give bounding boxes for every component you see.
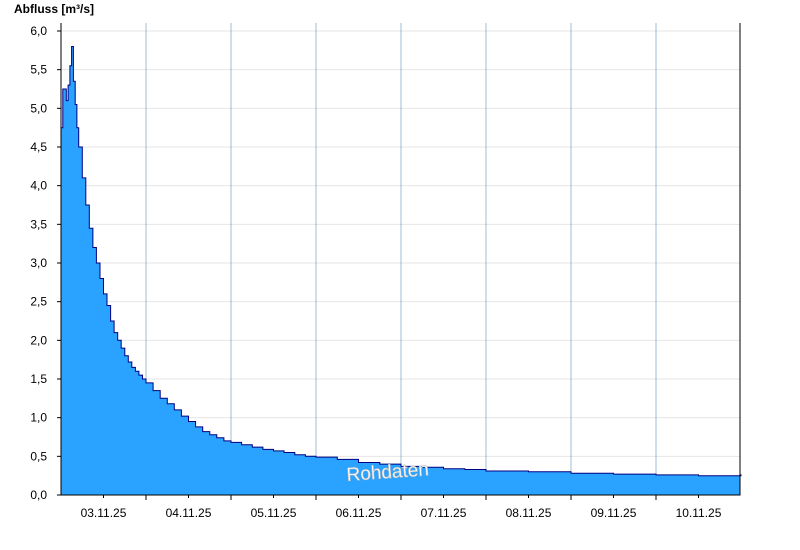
x-tick-label: 06.11.25 — [336, 506, 382, 520]
y-tick-label: 5,0 — [30, 101, 47, 115]
grid-lines — [61, 23, 740, 495]
y-tick-label: 4,5 — [30, 140, 47, 154]
axes — [57, 23, 741, 500]
x-tick-label: 08.11.25 — [506, 506, 552, 520]
y-tick-label: 6,0 — [30, 24, 47, 38]
y-tick-label: 5,5 — [30, 63, 47, 77]
discharge-series-area — [60, 46, 742, 496]
y-tick-label: 2,0 — [30, 333, 47, 347]
discharge-area — [60, 46, 742, 496]
x-tick-label: 10.11.25 — [676, 506, 722, 520]
x-tick-label: 07.11.25 — [421, 506, 467, 520]
y-tick-label: 4,0 — [30, 179, 47, 193]
y-axis-label: Abfluss [m³/s] — [14, 2, 94, 16]
x-tick-label: 03.11.25 — [81, 506, 127, 520]
y-tick-label: 1,0 — [30, 411, 47, 425]
tick-labels: 0,0 0,5 1,0 1,5 2,0 2,5 3,0 3,5 4,0 4,5 5,0 5,5 6,0 0… — [30, 24, 721, 520]
x-tick-label: 05.11.25 — [251, 506, 297, 520]
y-tick-label: 0,5 — [30, 449, 47, 463]
x-tick-label: 04.11.25 — [166, 506, 212, 520]
x-tick-label: 09.11.25 — [591, 506, 637, 520]
y-tick-label: 2,5 — [30, 295, 47, 309]
y-tick-label: 3,0 — [30, 256, 47, 270]
y-tick-label: 1,5 — [30, 372, 47, 386]
y-tick-label: 0,0 — [30, 488, 47, 502]
y-tick-label: 3,5 — [30, 217, 47, 231]
